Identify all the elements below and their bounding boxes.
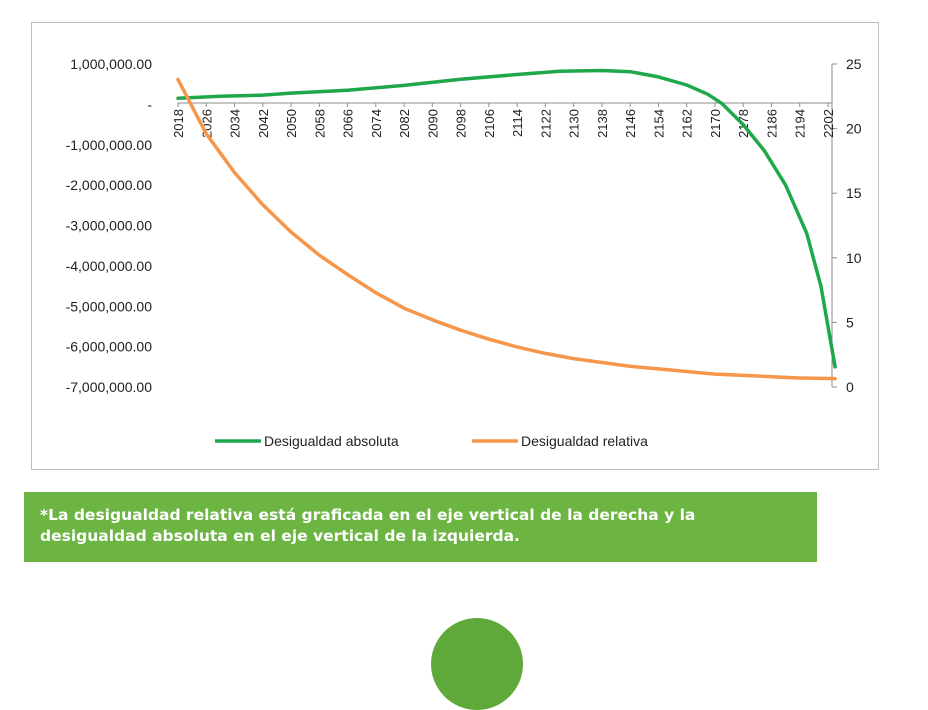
x-tick-label: 2146	[623, 109, 638, 138]
x-tick-label: 2114	[510, 109, 525, 137]
right-tick-label: 10	[846, 250, 862, 266]
note-line-1: *La desigualdad relativa está graficada …	[40, 506, 696, 524]
x-tick-label: 2130	[567, 109, 582, 138]
x-tick-label: 2042	[256, 109, 271, 138]
x-tick-label: 2138	[595, 109, 610, 138]
left-tick-label: -5,000,000.00	[66, 298, 153, 314]
note-line-2: desigualdad absoluta en el eje vertical …	[40, 527, 520, 545]
left-axis-labels: 1,000,000.00 - -1,000,000.00 -2,000,000.00 -…	[66, 56, 153, 395]
legend: Desigualdad absoluta Desigualdad relativa	[215, 433, 648, 449]
x-tick-label: 2090	[425, 109, 440, 138]
decorative-circle	[431, 618, 523, 710]
x-tick-label: 2018	[171, 109, 186, 138]
left-tick-label: -7,000,000.00	[66, 379, 153, 395]
left-tick-label: -	[147, 96, 152, 112]
right-tick-label: 15	[846, 185, 862, 201]
note-text: *La desigualdad relativa está graficada …	[40, 505, 801, 547]
x-tick-label: 2162	[680, 109, 695, 138]
legend-label-2: Desigualdad relativa	[521, 433, 648, 449]
x-tick-label: 2098	[454, 109, 469, 138]
legend-label-1: Desigualdad absoluta	[264, 433, 399, 449]
series-line-2	[176, 77, 837, 381]
x-tick-label: 2122	[538, 109, 553, 138]
left-tick-label: 1,000,000.00	[70, 56, 152, 72]
right-tick-label: 0	[846, 379, 854, 395]
note-box: *La desigualdad relativa está graficada …	[24, 492, 817, 562]
x-tick-label: 2186	[764, 109, 779, 138]
right-tick-label: 5	[846, 314, 854, 330]
series-line-1	[176, 68, 837, 369]
x-tick-label: 2106	[482, 109, 497, 138]
series-layer	[176, 68, 837, 381]
right-tick-label: 25	[846, 56, 862, 72]
x-tick-label: 2066	[341, 109, 356, 138]
x-tick-label: 2058	[312, 109, 327, 138]
x-tick-label: 2074	[369, 109, 384, 138]
x-tick-label: 2082	[397, 109, 412, 138]
x-tick-label: 2154	[651, 109, 666, 138]
right-axis: 25 20 15 10 5 0	[831, 56, 862, 395]
dual-axis-line-chart: 1,000,000.00 - -1,000,000.00 -2,000,000.00 -…	[66, 56, 862, 449]
right-tick-label: 20	[846, 121, 862, 137]
left-tick-label: -1,000,000.00	[66, 137, 153, 153]
chart-frame: 1,000,000.00 - -1,000,000.00 -2,000,000.00 -…	[31, 22, 879, 470]
left-tick-label: -2,000,000.00	[66, 177, 153, 193]
x-tick-label: 2194	[793, 109, 808, 138]
x-tick-label: 2202	[821, 109, 836, 138]
x-tick-label: 2050	[284, 109, 299, 138]
x-tick-label: 2034	[228, 109, 243, 138]
left-tick-label: -4,000,000.00	[66, 258, 153, 274]
x-axis: 2018 2026 2034 2042 2050 2058 2066 2074 2082 2090…	[171, 102, 836, 138]
x-tick-label: 2170	[708, 109, 723, 138]
left-tick-label: -6,000,000.00	[66, 339, 153, 355]
left-tick-label: -3,000,000.00	[66, 218, 153, 234]
